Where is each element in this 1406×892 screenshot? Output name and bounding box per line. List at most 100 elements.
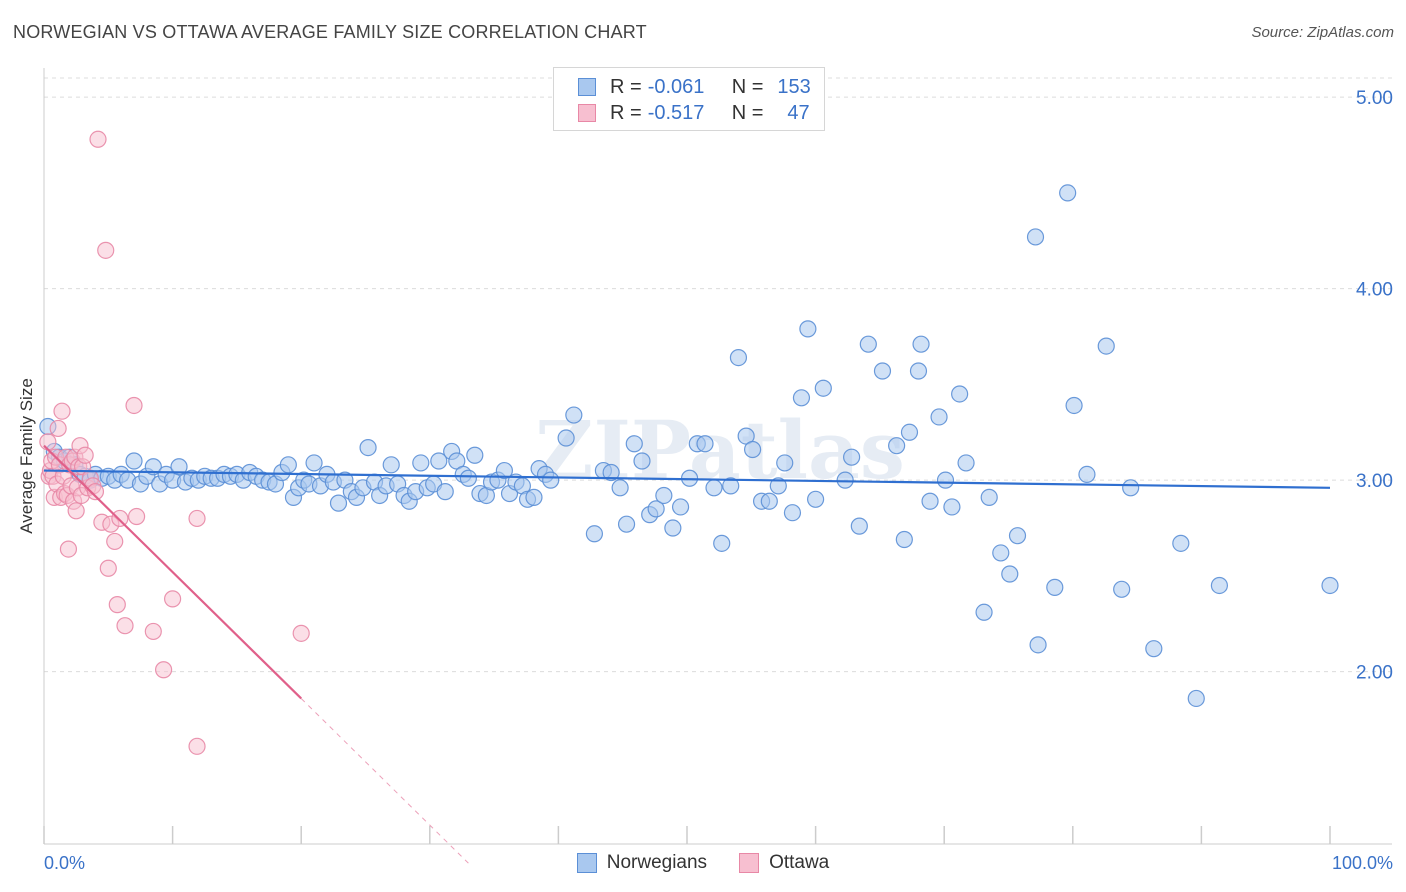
norwegians-point xyxy=(912,335,930,353)
r-label: R = xyxy=(610,75,642,98)
ottawa-point xyxy=(59,540,78,558)
norwegians-swatch xyxy=(578,78,596,96)
norwegians-point xyxy=(466,446,484,464)
norwegians-point xyxy=(1001,565,1019,583)
norwegians-point xyxy=(305,454,323,472)
norwegians-trend-line xyxy=(43,469,1331,489)
ottawa-point xyxy=(154,661,173,679)
norwegians-point xyxy=(888,437,906,455)
y-tick-label: 4.00 xyxy=(1356,280,1393,301)
n-label: N = xyxy=(731,75,764,98)
norwegians-point xyxy=(769,477,787,495)
norwegians-point xyxy=(655,486,673,505)
r-label: R = xyxy=(610,101,642,124)
norwegians-point xyxy=(671,498,690,516)
norwegians-point xyxy=(713,534,731,552)
norwegians-point xyxy=(1113,580,1131,598)
norwegians-point xyxy=(1078,465,1096,484)
norwegians-point xyxy=(1008,527,1027,545)
ottawa-point xyxy=(53,402,71,420)
norwegians-point xyxy=(873,362,892,380)
r-value: -0.061 xyxy=(647,75,705,98)
norwegians-point xyxy=(850,517,868,535)
norwegians-point xyxy=(495,461,513,480)
y-tick-label: 3.00 xyxy=(1356,471,1393,492)
x-tick-label-max: 100.0% xyxy=(1331,853,1393,873)
r-value: -0.517 xyxy=(647,101,705,124)
ottawa-swatch xyxy=(578,104,596,122)
norwegians-point xyxy=(611,479,629,497)
ottawa-point xyxy=(111,509,129,528)
ottawa-trend-line xyxy=(43,444,302,700)
norwegians-point xyxy=(1187,689,1205,708)
norwegians-point xyxy=(459,469,477,487)
norwegians-point xyxy=(382,456,400,474)
legend-item-ottawa[interactable]: Ottawa xyxy=(739,852,829,874)
y-tick-label: 5.00 xyxy=(1356,88,1393,109)
ottawa-point xyxy=(86,483,105,501)
ottawa-point xyxy=(89,130,107,148)
norwegians-point xyxy=(617,515,636,533)
ottawa-point xyxy=(97,241,115,259)
norwegians-point xyxy=(1046,578,1064,596)
norwegians-point xyxy=(1097,337,1115,355)
series-legend: Norwegians Ottawa xyxy=(0,852,1406,874)
norwegians-point xyxy=(1065,396,1083,415)
norwegians-point xyxy=(279,456,297,474)
x-tick-label-min: 0.0% xyxy=(44,853,86,873)
norwegians-point xyxy=(1172,534,1190,552)
ottawa-trend-extension xyxy=(300,698,469,864)
norwegians-point xyxy=(921,492,939,510)
ottawa-point xyxy=(67,502,85,520)
norwegians-point xyxy=(900,423,919,441)
norwegians-point xyxy=(430,452,448,470)
norwegians-point xyxy=(542,471,560,489)
norwegians-point xyxy=(329,494,348,512)
norwegians-point xyxy=(1321,576,1339,595)
n-value: 153 xyxy=(777,75,811,98)
legend-label-ottawa: Ottawa xyxy=(769,852,830,873)
ottawa-point xyxy=(108,596,126,614)
norwegians-point xyxy=(170,458,188,476)
norwegians-point xyxy=(696,435,714,453)
ottawa-point xyxy=(116,617,134,635)
norwegians-point xyxy=(436,483,454,501)
norwegians-point xyxy=(859,335,877,353)
norwegians-point xyxy=(647,500,665,518)
ottawa-point xyxy=(125,396,143,415)
n-value: 47 xyxy=(787,101,810,124)
norwegians-point xyxy=(843,448,861,466)
norwegians-point xyxy=(1029,636,1047,654)
norwegians-legend-swatch xyxy=(576,853,597,873)
norwegians-point xyxy=(557,429,575,447)
norwegians-point xyxy=(705,479,723,497)
norwegians-point xyxy=(729,348,748,367)
ottawa-point xyxy=(144,622,162,641)
norwegians-point xyxy=(602,463,620,482)
ottawa-point xyxy=(39,433,57,451)
norwegians-point xyxy=(1026,228,1045,246)
ottawa-point xyxy=(106,532,124,551)
chart-title: NORWEGIAN VS OTTAWA AVERAGE FAMILY SIZE … xyxy=(13,22,647,42)
norwegians-point xyxy=(664,519,682,537)
source-credit: Source: ZipAtlas.com xyxy=(1251,24,1394,41)
norwegians-point xyxy=(992,544,1010,562)
ottawa-point xyxy=(188,737,206,755)
norwegians-point xyxy=(799,320,817,338)
norwegians-point xyxy=(783,504,802,522)
ottawa-point xyxy=(49,419,67,438)
norwegians-point xyxy=(980,488,998,506)
ottawa-point xyxy=(127,507,146,526)
legend-item-norwegians[interactable]: Norwegians xyxy=(576,852,708,874)
norwegians-point xyxy=(792,389,811,407)
legend-label-norwegians: Norwegians xyxy=(606,852,708,873)
norwegians-point xyxy=(125,452,143,470)
norwegians-point xyxy=(525,488,543,506)
norwegians-point xyxy=(722,477,740,495)
legend-row-norwegians: R = -0.061 N = 153 xyxy=(578,75,811,99)
norwegians-point xyxy=(1059,184,1077,202)
norwegians-point xyxy=(909,362,928,380)
norwegians-point xyxy=(930,408,948,426)
norwegians-point xyxy=(1122,479,1140,497)
norwegians-point xyxy=(760,492,778,510)
